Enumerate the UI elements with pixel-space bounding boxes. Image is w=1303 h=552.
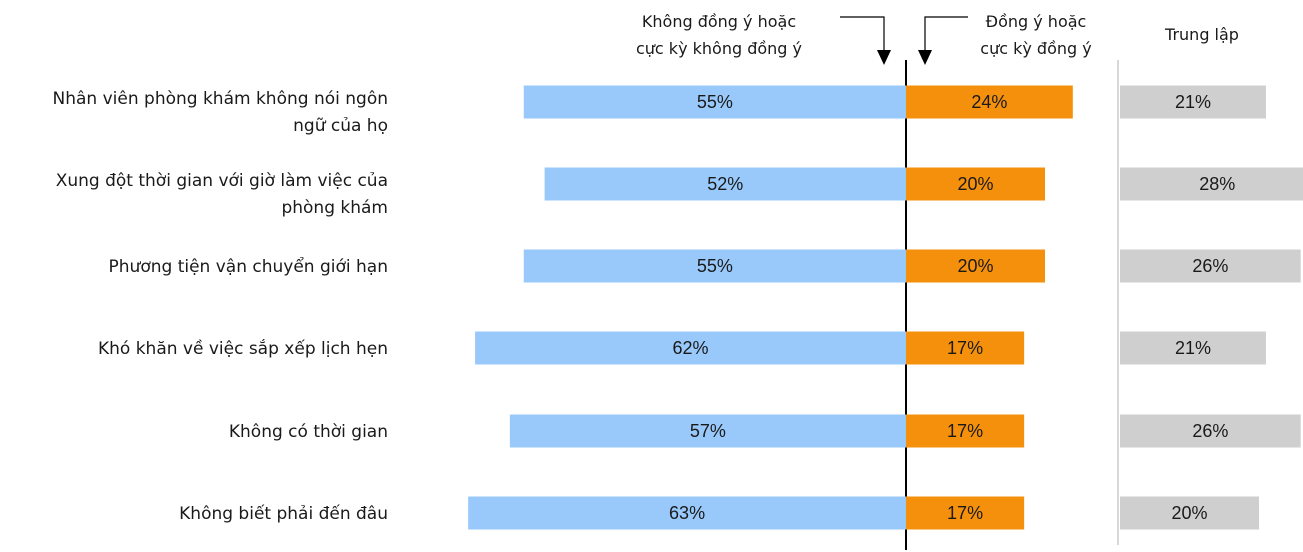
arrow-down-icon [918,50,932,65]
axes [905,60,1119,550]
bars: 55% 24% 21% 52% 20% 28% 55% 20% 26% 62% 17% 21% 57% 1… [468,85,1303,530]
category-label: Không biết phải đến đâu [179,503,388,524]
category-label: Không có thời gian [229,422,388,442]
data-label-agree: 24% [971,92,1007,112]
data-label-agree: 17% [947,503,983,523]
data-label-agree: 17% [947,338,983,358]
data-label-disagree: 52% [707,174,743,194]
legend-agree: Đồng ý hoặc cực kỳ đồng ý [980,12,1091,58]
bar-agree [906,496,1025,530]
arrow-down-icon [877,50,891,65]
category-labels: Nhân viên phòng khám không nói ngôn ngữ c… [53,89,388,524]
bar-disagree [544,167,906,201]
bar-neutral [1120,85,1266,119]
data-label-neutral: 21% [1175,338,1211,358]
bar-disagree [475,331,906,365]
data-label-neutral: 26% [1192,256,1228,276]
bar-disagree [468,496,906,530]
category-label: Xung đột thời gian với giờ làm việc của p… [56,171,388,218]
data-label-neutral: 20% [1171,503,1207,523]
bar-neutral [1120,414,1301,448]
bar-neutral [1120,496,1259,530]
data-label-disagree: 57% [690,421,726,441]
disagree-connector-line [840,16,885,50]
bar-disagree [523,85,906,119]
bar-agree [906,331,1025,365]
agree-connector-line [924,16,968,50]
category-label: Khó khăn về việc sắp xếp lịch hẹn [98,338,388,359]
data-label-disagree: 55% [697,256,733,276]
bar-neutral [1120,249,1301,283]
data-label-neutral: 26% [1192,421,1228,441]
bar-disagree [523,249,906,283]
bar-disagree [509,414,906,448]
data-label-agree: 20% [957,174,993,194]
legend-disagree: Không đồng ý hoặc cực kỳ không đồng ý [636,12,802,58]
data-label-neutral: 21% [1175,92,1211,112]
data-label-agree: 17% [947,421,983,441]
legend-neutral: Trung lập [1164,25,1239,44]
bar-neutral [1120,167,1303,201]
bar-agree [906,249,1045,283]
column-headers: Không đồng ý hoặc cực kỳ không đồng ý Đồng… [636,12,1239,65]
data-label-disagree: 62% [673,338,709,358]
bar-neutral [1120,331,1266,365]
category-label: Phương tiện vận chuyển giới hạn [109,256,388,277]
data-label-disagree: 63% [669,503,705,523]
data-label-neutral: 28% [1199,174,1235,194]
bar-agree [906,414,1025,448]
data-label-agree: 20% [957,256,993,276]
bar-agree [906,85,1073,119]
category-label: Nhân viên phòng khám không nói ngôn ngữ c… [53,89,388,136]
data-label-disagree: 55% [697,92,733,112]
bar-agree [906,167,1045,201]
